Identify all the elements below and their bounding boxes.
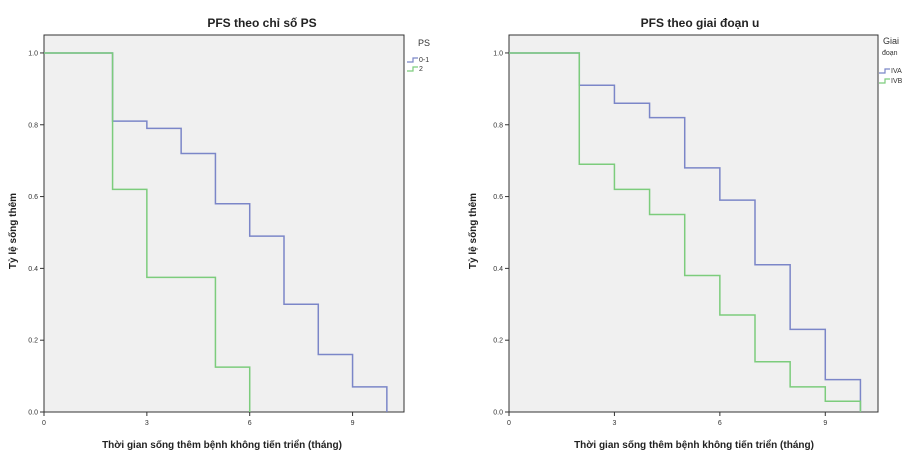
x-tick-label: 3	[145, 420, 149, 427]
plot-area	[508, 34, 879, 413]
y-tick-label: 1.0	[493, 50, 503, 57]
x-tick-label: 3	[612, 420, 616, 427]
x-tick-label: 9	[823, 420, 827, 427]
series-line-0-1	[44, 52, 388, 412]
y-tick-label: 0.8	[28, 122, 38, 129]
plot-area	[43, 34, 405, 413]
legend-title-line-2: đoạn	[882, 50, 898, 57]
chart-svg-left: PFS theo chỉ số PS Thời gian sống thêm b…	[7, 16, 430, 451]
y-tick-label: 1.0	[28, 50, 38, 57]
y-axis-label: Tỷ lệ sống thêm	[467, 193, 479, 269]
legend-swatch	[879, 68, 890, 74]
y-tick-label: 0.4	[28, 266, 38, 273]
y-tick-label: 0.0	[28, 410, 38, 417]
legend-label: 0-1	[419, 57, 429, 64]
chart-pfs-stage: PFS theo giai đoạn u Thời gian sống thêm…	[456, 0, 913, 454]
y-tick-label: 0.2	[493, 338, 503, 345]
legend-title-line-1: Giai	[883, 36, 899, 46]
y-tick-label: 0.2	[28, 338, 38, 345]
x-tick-label: 0	[507, 420, 511, 427]
y-tick-label: 0.8	[493, 122, 503, 129]
series-line-IVA	[509, 52, 862, 412]
legend-label: 2	[419, 66, 423, 73]
series-line-IVB	[509, 52, 862, 412]
chart-title: PFS theo giai đoạn u	[641, 16, 760, 30]
series-line-2	[44, 52, 251, 412]
x-axis-label: Thời gian sống thêm bệnh không tiến triể…	[102, 439, 342, 451]
legend-swatch	[407, 66, 418, 72]
y-tick-label: 0.6	[493, 194, 503, 201]
chart-pfs-ps: PFS theo chỉ số PS Thời gian sống thêm b…	[0, 0, 456, 454]
x-tick-label: 0	[42, 420, 46, 427]
legend-label: IVA	[891, 68, 902, 75]
legend-swatch	[407, 57, 418, 63]
legend-label: IVB	[891, 78, 903, 85]
y-axis-label: Tỷ lệ sống thêm	[7, 193, 19, 269]
y-tick-label: 0.4	[493, 266, 503, 273]
chart-title: PFS theo chỉ số PS	[207, 16, 316, 30]
x-tick-label: 9	[351, 420, 355, 427]
y-tick-label: 0.6	[28, 194, 38, 201]
x-tick-label: 6	[248, 420, 252, 427]
chart-svg-right: PFS theo giai đoạn u Thời gian sống thêm…	[467, 16, 903, 451]
legend-swatch	[879, 78, 890, 84]
x-axis-label: Thời gian sống thêm bệnh không tiến triể…	[574, 439, 814, 451]
x-tick-label: 6	[718, 420, 722, 427]
legend-title: PS	[418, 38, 430, 48]
y-tick-label: 0.0	[493, 410, 503, 417]
